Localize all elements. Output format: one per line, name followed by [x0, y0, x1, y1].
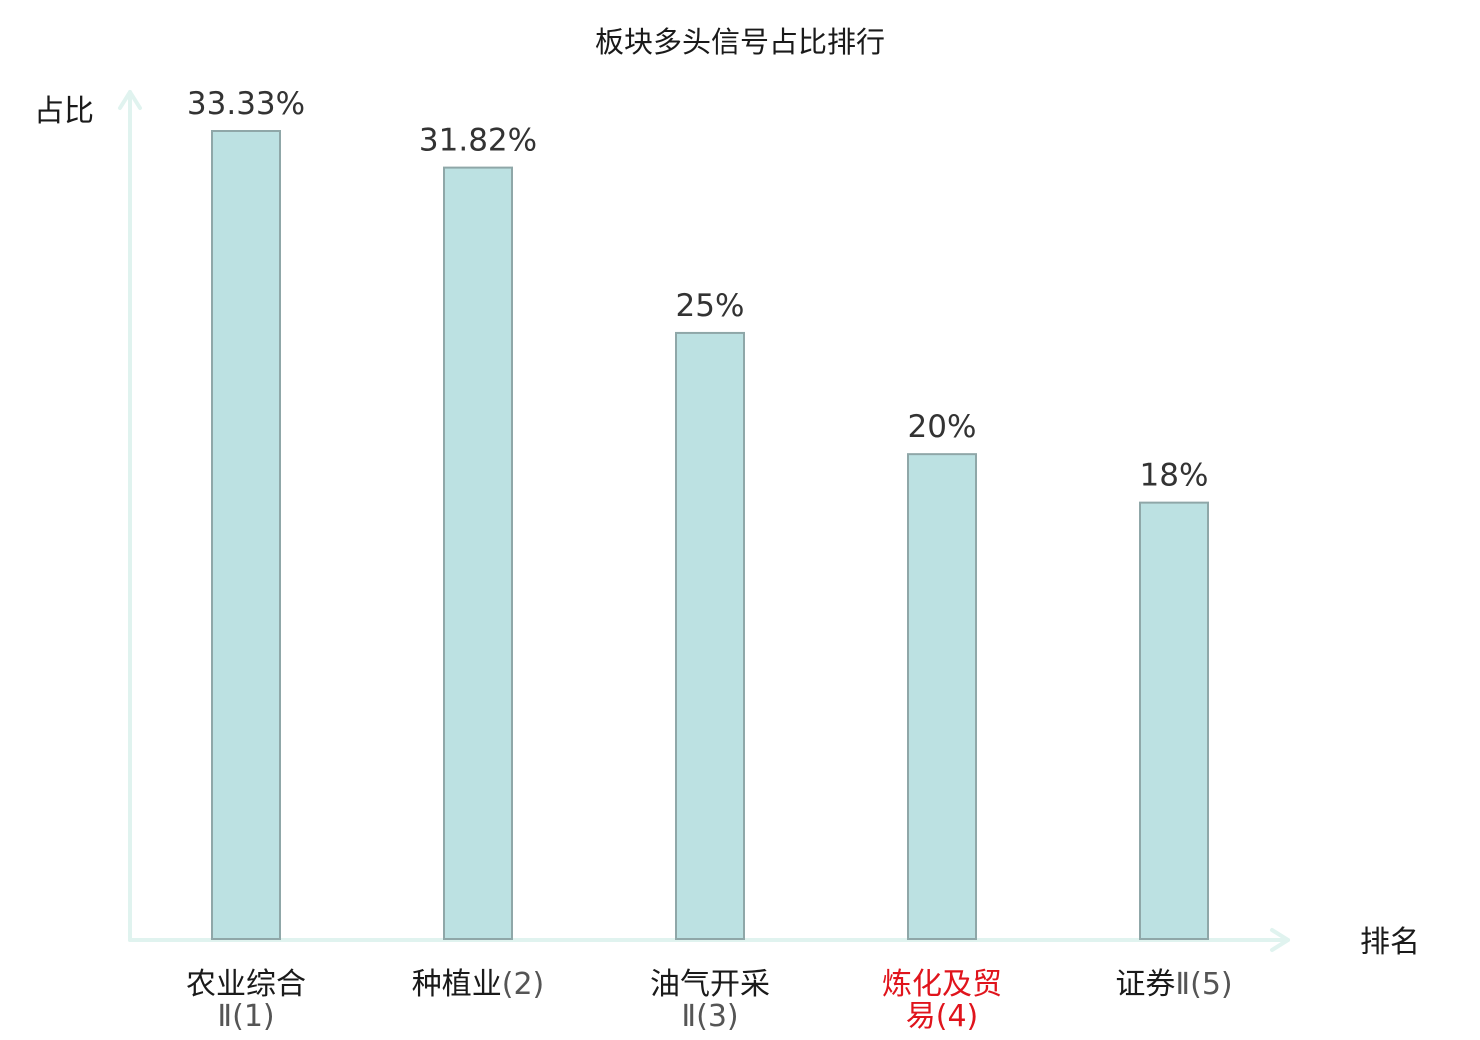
category-name-2: 种植业: [412, 967, 502, 1002]
category-name-5: 证券: [1115, 967, 1175, 1002]
category-suffix-4: 易(4): [906, 999, 979, 1034]
category-label-4: 炼化及贸易(4): [882, 967, 1002, 1034]
value-label-1: 33.33%: [187, 86, 305, 122]
category-label-5: 证券Ⅱ(5): [1115, 967, 1232, 1002]
value-labels-group: 33.33% 31.82% 25% 20% 18%: [187, 86, 1209, 494]
y-axis-label: 占比: [34, 94, 94, 129]
category-label-1: 农业综合 Ⅱ(1): [186, 967, 306, 1034]
category-name-3: 油气开采: [650, 967, 770, 1002]
category-label-2: 种植业(2): [412, 967, 545, 1002]
value-label-5: 18%: [1140, 458, 1209, 494]
bar-2: [443, 166, 513, 940]
value-label-4: 20%: [908, 409, 977, 445]
x-axis-label: 排名: [1360, 925, 1420, 960]
category-name-4: 炼化及贸: [882, 967, 1002, 1002]
category-suffix-5: Ⅱ(5): [1175, 967, 1232, 1002]
chart-title: 板块多头信号占比排行: [595, 25, 885, 59]
category-labels-group: 农业综合 Ⅱ(1) 种植业(2) 油气开采 Ⅱ(3) 炼化及贸易(4) 证券Ⅱ(5): [186, 967, 1233, 1034]
bar-5: [1139, 501, 1209, 940]
bar-4: [907, 453, 977, 940]
bar-1: [211, 130, 281, 940]
category-suffix-2: (2): [502, 967, 545, 1002]
value-label-3: 25%: [676, 288, 745, 324]
category-label-3: 油气开采 Ⅱ(3): [650, 967, 770, 1034]
value-label-2: 31.82%: [419, 123, 537, 159]
bars-group: [211, 130, 1209, 940]
category-name-1: 农业综合: [186, 967, 306, 1002]
x-axis-arrow: [1270, 928, 1290, 952]
bar-3: [675, 331, 745, 940]
category-suffix-1: Ⅱ(1): [217, 999, 274, 1034]
category-suffix-3: Ⅱ(3): [681, 999, 738, 1034]
